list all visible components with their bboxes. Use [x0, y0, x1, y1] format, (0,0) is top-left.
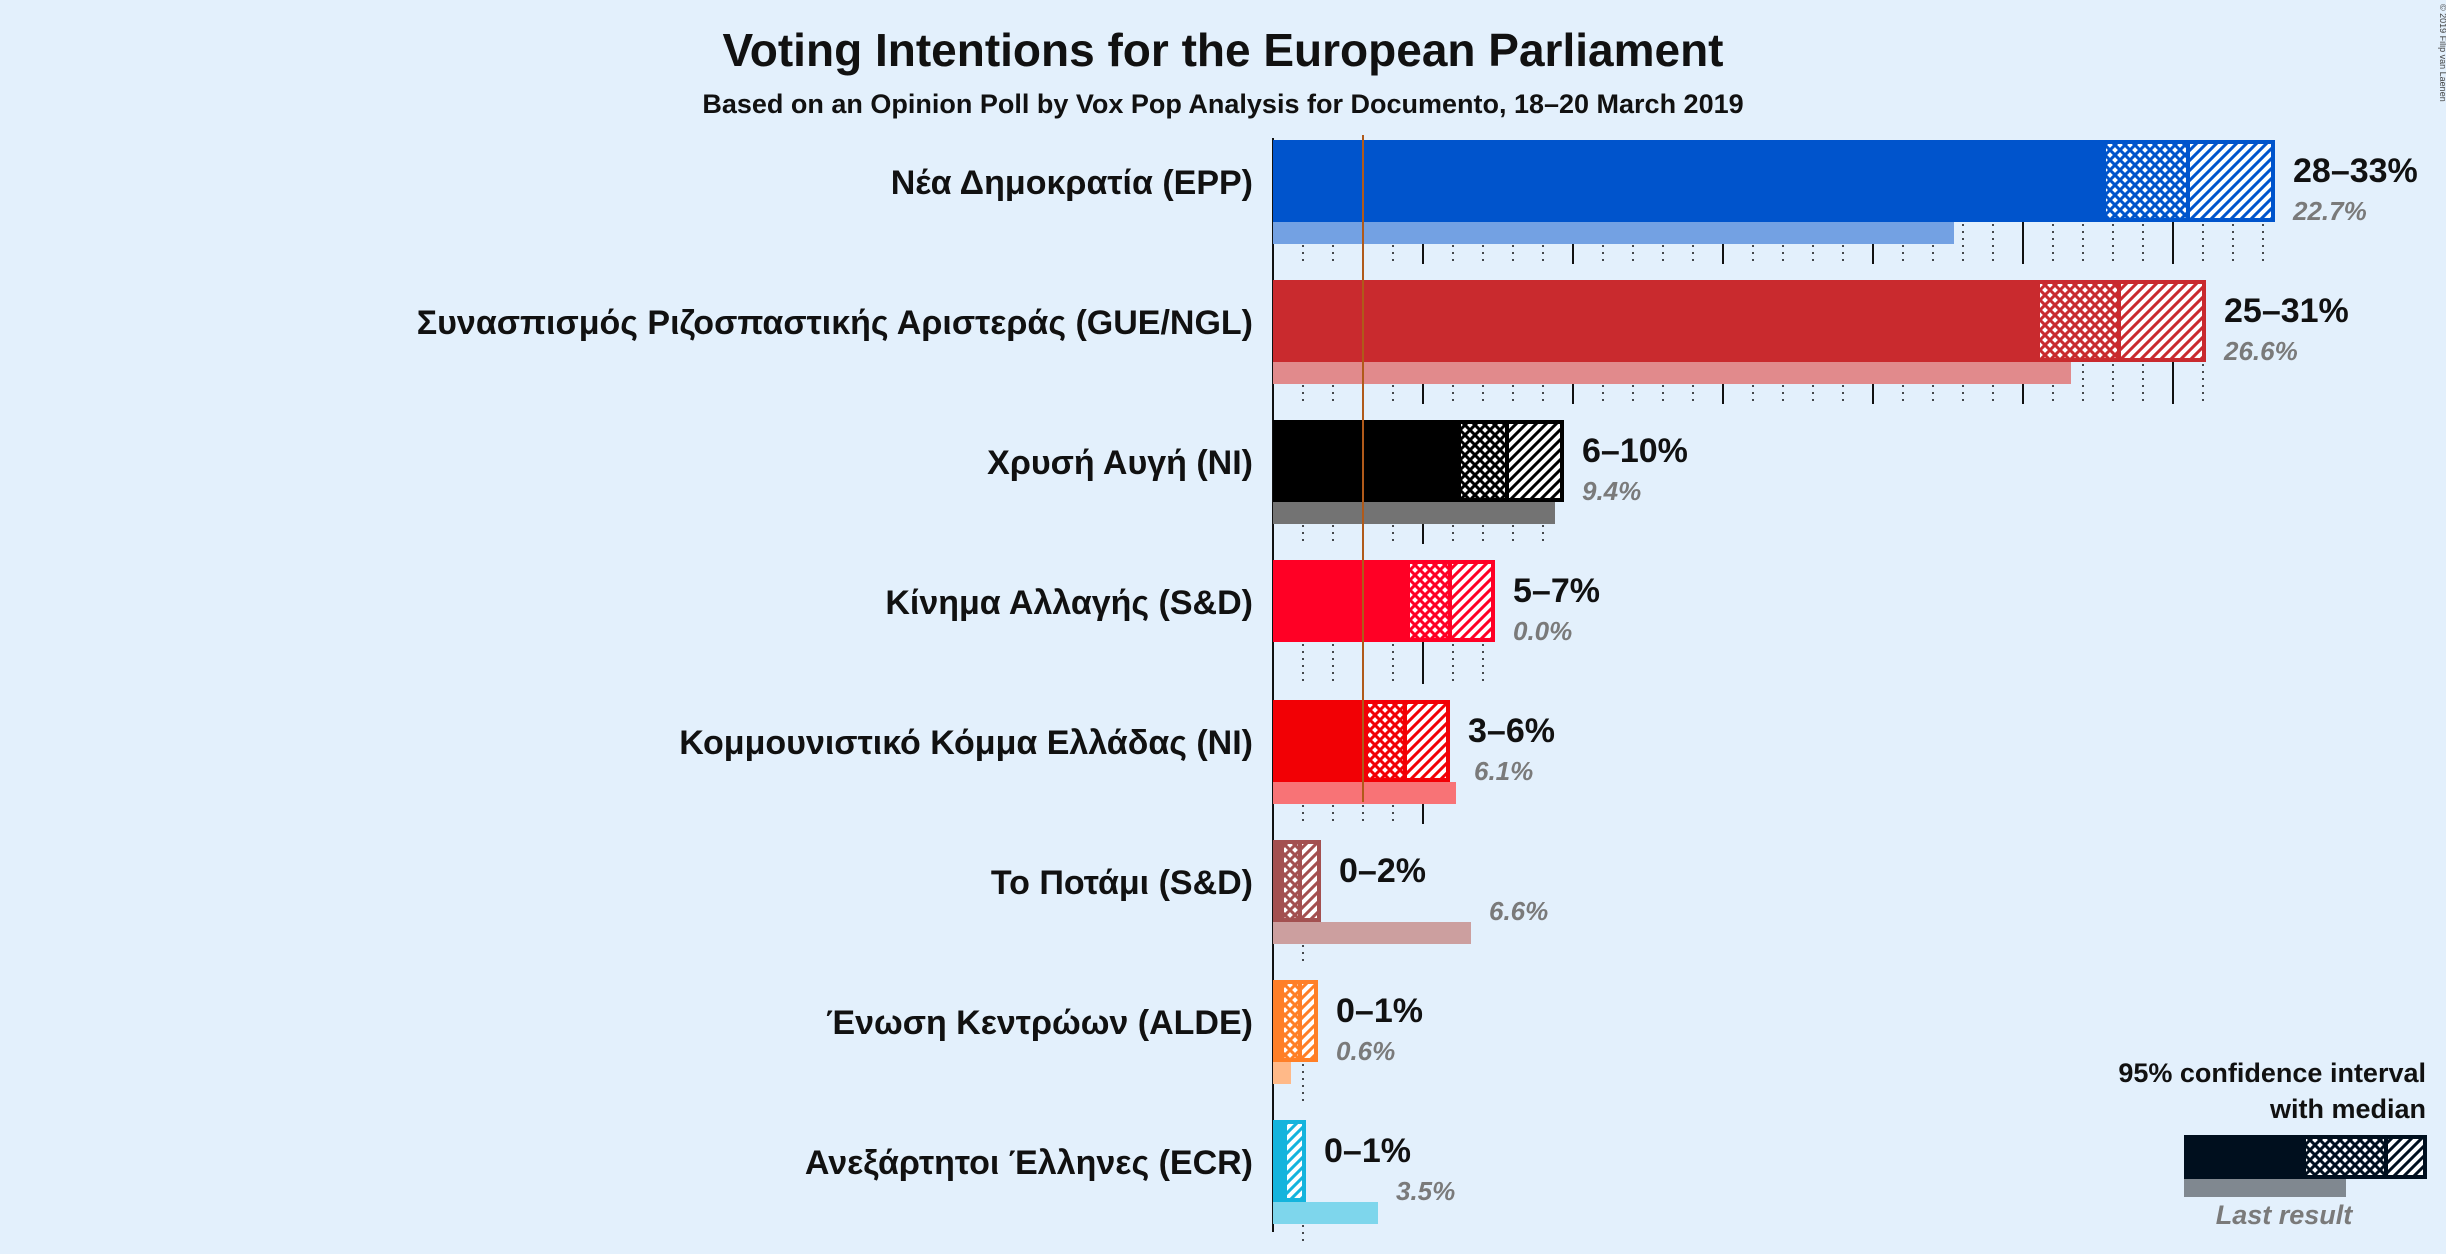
- range-label: 25–31%: [2224, 292, 2349, 330]
- chart-title: Voting Intentions for the European Parli…: [723, 24, 1724, 76]
- party-label: Κομμουνιστικό Κόμμα Ελλάδας (NI): [679, 724, 1253, 762]
- range-label: 0–2%: [1339, 852, 1426, 890]
- party-label: Ένωση Κεντρώων (ALDE): [826, 1004, 1253, 1042]
- last-result-label: 6.6%: [1489, 896, 1548, 926]
- ci-low-bar: [1273, 280, 2038, 362]
- last-result-bar: [1273, 922, 1471, 944]
- last-result-bar: [1273, 1062, 1291, 1084]
- range-label: 3–6%: [1468, 712, 1555, 750]
- ci-lower-segment: [1282, 840, 1300, 922]
- range-label: 28–33%: [2293, 152, 2418, 190]
- legend-hatch-swatch: [2386, 1135, 2426, 1179]
- legend-cross-swatch: [2304, 1135, 2386, 1179]
- legend-last-label: Last result: [2216, 1200, 2354, 1230]
- last-result-bar: [1273, 782, 1456, 804]
- ci-upper-segment: [2188, 140, 2275, 222]
- ci-outline: [1280, 1120, 1306, 1202]
- ci-lower-segment: [2104, 140, 2188, 222]
- legend: 95% confidence interval with median Last r…: [2118, 1058, 2427, 1230]
- party-label: Νέα Δημοκρατία (EPP): [891, 164, 1253, 202]
- ci-lower-segment: [1282, 980, 1300, 1062]
- ci-upper-segment: [2119, 280, 2206, 362]
- last-result-label: 3.5%: [1396, 1176, 1455, 1206]
- range-label: 0–1%: [1324, 1132, 1411, 1170]
- last-result-bar: [1273, 362, 2071, 384]
- ci-low-bar: [1273, 140, 2104, 222]
- legend-last-swatch: [2184, 1179, 2346, 1197]
- party-label: Κίνημα Αλλαγής (S&D): [885, 584, 1253, 622]
- ci-low-bar: [1273, 700, 1366, 782]
- legend-ci-outline: [2302, 1135, 2427, 1179]
- ci-low-bar: [1273, 1120, 1282, 1202]
- party-label: Χρυσή Αυγή (NI): [987, 444, 1253, 482]
- last-result-bar: [1273, 1202, 1378, 1224]
- ci-upper-segment: [1285, 1120, 1306, 1202]
- range-label: 6–10%: [1582, 432, 1688, 470]
- party-label: Ανεξάρτητοι Έλληνες (ECR): [805, 1144, 1253, 1182]
- ci-lower-segment: [1459, 420, 1507, 502]
- last-result-label: 6.1%: [1474, 756, 1533, 786]
- ci-outline: [1457, 420, 1564, 502]
- ci-lower-segment: [2038, 280, 2119, 362]
- legend-solid-swatch: [2184, 1135, 2304, 1179]
- party-label: Συνασπισμός Ριζοσπαστικής Αριστεράς (GUE…: [417, 304, 1253, 342]
- ci-upper-segment: [1405, 700, 1450, 782]
- last-result-label: 26.6%: [2223, 336, 2298, 366]
- ci-upper-segment: [1450, 560, 1495, 642]
- chart-subtitle: Based on an Opinion Poll by Vox Pop Anal…: [702, 89, 1743, 119]
- legend-ci-label-line1: 95% confidence interval: [2118, 1058, 2426, 1088]
- last-result-label: 0.6%: [1336, 1036, 1395, 1066]
- last-result-bar: [1273, 222, 1954, 244]
- bars-layer: Νέα Δημοκρατία (EPP) 28–33% 22.7% Συνασπισμ…: [417, 135, 2418, 1244]
- last-result-label: 0.0%: [1513, 616, 1572, 646]
- ci-upper-segment: [1300, 980, 1318, 1062]
- ci-upper-segment: [1507, 420, 1564, 502]
- ci-upper-segment: [1300, 840, 1321, 922]
- ci-low-bar: [1273, 840, 1282, 922]
- range-label: 0–1%: [1336, 992, 1423, 1030]
- copyright-text: © 2019 Filip van Laenen: [2438, 4, 2446, 102]
- ci-low-bar: [1273, 420, 1459, 502]
- last-result-label: 22.7%: [2292, 196, 2367, 226]
- last-result-bar: [1273, 502, 1555, 524]
- ci-lower-segment: [1408, 560, 1450, 642]
- ci-low-bar: [1273, 980, 1282, 1062]
- range-label: 5–7%: [1513, 572, 1600, 610]
- ci-lower-segment: [1366, 700, 1405, 782]
- last-result-label: 9.4%: [1582, 476, 1641, 506]
- party-label: Το Ποτάμι (S&D): [991, 864, 1253, 902]
- legend-ci-label-line2: with median: [2269, 1094, 2426, 1124]
- ci-low-bar: [1273, 560, 1408, 642]
